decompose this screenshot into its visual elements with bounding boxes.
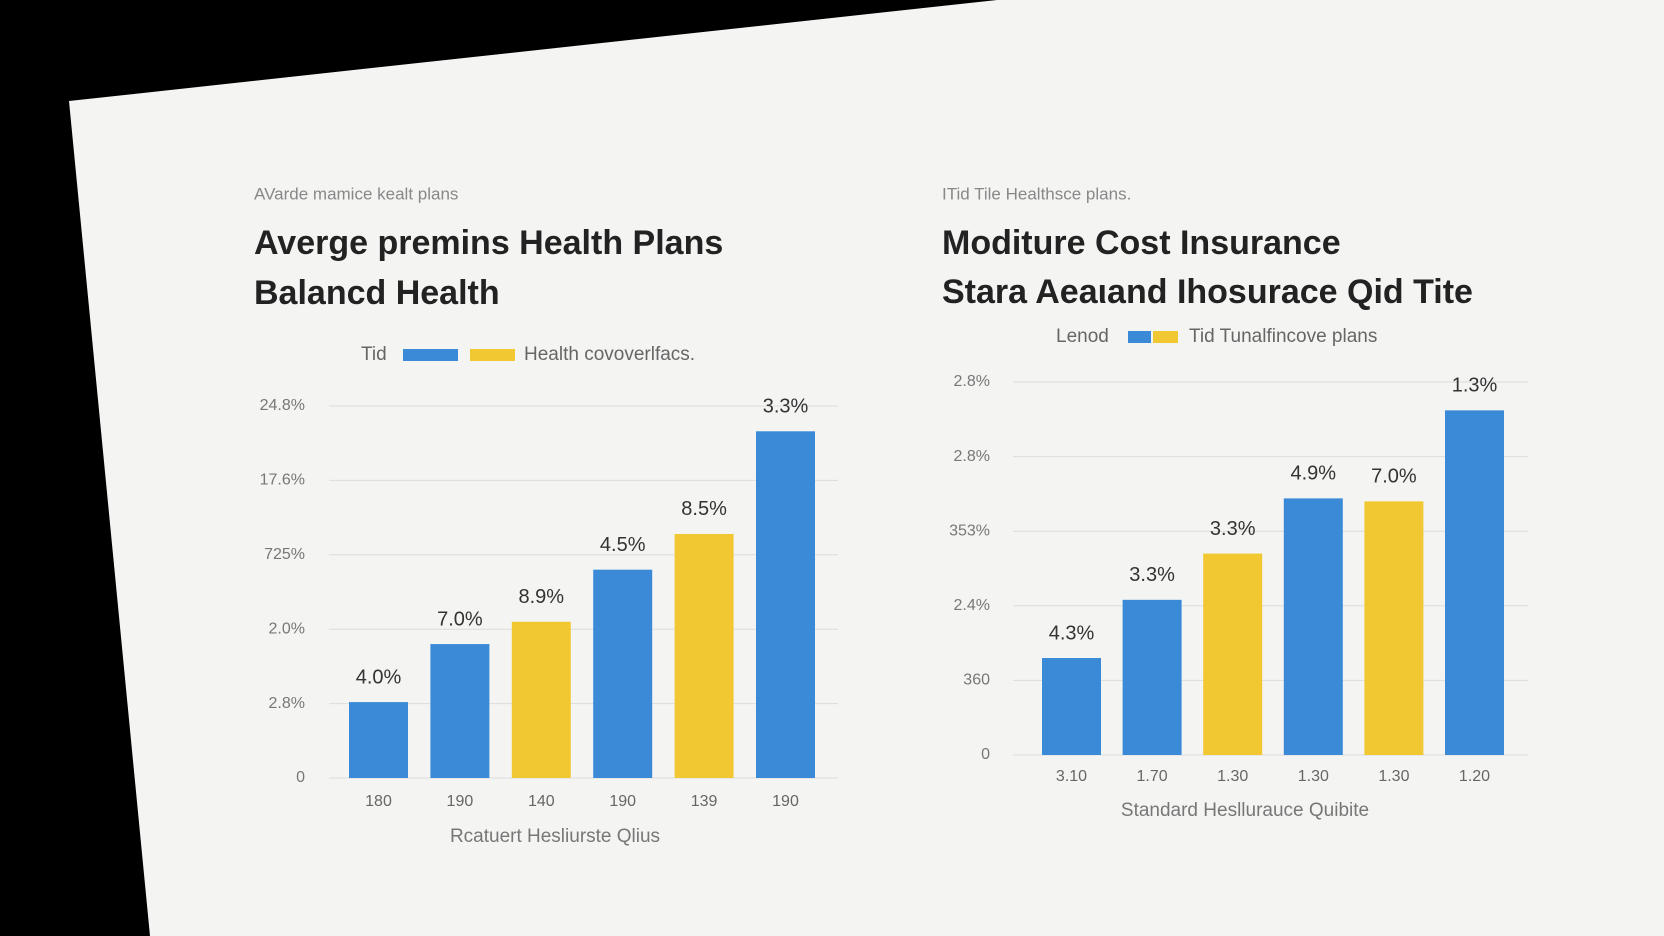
data-label: 3.3% <box>1129 564 1175 586</box>
y-tick-label: 2.8% <box>954 373 990 390</box>
data-label: 8.5% <box>681 498 727 520</box>
legend-swatch <box>470 349 515 361</box>
pretitle: ITid Tile Healthsce plans. <box>942 184 1131 203</box>
legend-swatch <box>403 349 458 361</box>
data-label: 1.3% <box>1452 375 1498 397</box>
legend-title: Tid <box>361 344 387 365</box>
data-label: 7.0% <box>437 608 483 630</box>
x-tick-label: 1.30 <box>1378 768 1409 785</box>
y-tick-label: 725% <box>264 546 305 563</box>
bar <box>1445 410 1504 755</box>
y-tick-label: 24.8% <box>260 397 305 414</box>
x-tick-label: 190 <box>772 793 799 810</box>
y-tick-label: 2.8% <box>269 695 305 712</box>
bar <box>1203 553 1263 755</box>
legend-swatch <box>1128 331 1151 343</box>
data-label: 4.3% <box>1049 622 1095 644</box>
x-tick-label: 1.30 <box>1217 768 1248 785</box>
chart-title: Stara Aeaιand Ihosurace Qid Tite <box>942 273 1473 311</box>
legend-text: Tid Tunalfincove plans <box>1189 326 1377 347</box>
legend-text: Health covoverlfacs. <box>524 344 695 365</box>
x-tick-label: 190 <box>609 793 636 810</box>
data-label: 4.9% <box>1291 463 1337 485</box>
y-tick-label: 2.8% <box>954 448 990 465</box>
bar <box>1122 599 1182 755</box>
chart-title: Averge premins Health Plans <box>254 224 723 262</box>
bar <box>511 621 571 778</box>
y-tick-label: 2.0% <box>269 620 305 637</box>
pretitle: AVarde mamice kealt plans <box>254 184 458 203</box>
data-label: 3.3% <box>763 396 809 418</box>
chart-title: Balancd Health <box>254 274 500 312</box>
x-tick-label: 180 <box>365 793 392 810</box>
data-label: 3.3% <box>1210 518 1256 540</box>
x-tick-label: 1.70 <box>1137 768 1168 785</box>
x-tick-label: 190 <box>447 793 474 810</box>
x-tick-label: 3.10 <box>1056 768 1087 785</box>
legend-swatch <box>1153 331 1178 343</box>
bar <box>674 533 734 778</box>
legend-title: Lenod <box>1056 326 1109 347</box>
y-tick-label: 17.6% <box>260 472 305 489</box>
y-tick-label: 0 <box>981 746 990 763</box>
data-label: 4.0% <box>356 666 402 688</box>
x-axis-label: Rcatuert Hesliurste Qlius <box>450 826 660 847</box>
x-axis-label: Standard Hesllurauce Quibite <box>1121 800 1369 821</box>
x-tick-label: 139 <box>691 793 718 810</box>
y-tick-label: 360 <box>963 672 990 689</box>
bar <box>1283 498 1343 755</box>
bar <box>1364 501 1424 755</box>
x-tick-label: 140 <box>528 793 555 810</box>
chart-title: Moditure Cost Insurance <box>942 224 1341 262</box>
data-label: 4.5% <box>600 534 646 556</box>
paper <box>69 0 1664 936</box>
y-tick-label: 353% <box>949 522 990 539</box>
bar <box>593 569 653 778</box>
data-label: 8.9% <box>519 586 565 608</box>
x-tick-label: 1.20 <box>1459 768 1490 785</box>
x-tick-label: 1.30 <box>1298 768 1329 785</box>
bar <box>756 431 815 778</box>
bar <box>349 702 408 778</box>
bar <box>1042 658 1101 755</box>
data-label: 7.0% <box>1371 466 1417 488</box>
y-tick-label: 2.4% <box>954 597 990 614</box>
y-tick-label: 0 <box>296 769 305 786</box>
bar <box>430 644 490 778</box>
